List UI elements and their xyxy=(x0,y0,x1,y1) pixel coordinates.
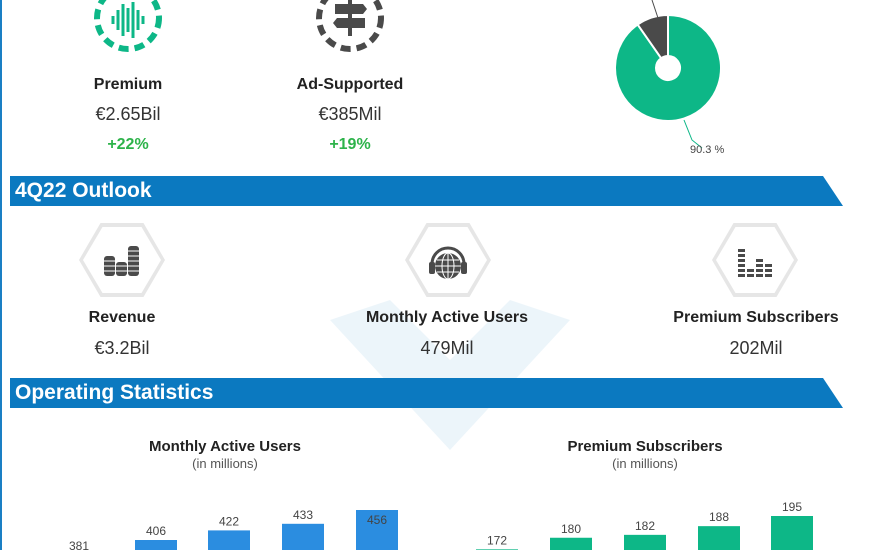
equalizer-bar xyxy=(756,269,763,272)
operating-header: Operating Statistics xyxy=(10,378,843,408)
premium-growth: +22% xyxy=(107,136,149,153)
outlook-revenue-value: €3.2Bil xyxy=(94,338,150,358)
bar-value-label: 195 xyxy=(782,500,802,514)
ad-supported-growth: +19% xyxy=(329,136,371,153)
subscribers-bar xyxy=(771,516,813,550)
outlook-subscribers-value: 202Mil xyxy=(729,338,783,358)
equalizer-bar xyxy=(738,274,745,277)
watermark-logo xyxy=(330,300,570,450)
operating-title: Operating Statistics xyxy=(15,381,214,404)
bar-value-label: 172 xyxy=(487,533,507,547)
equalizer-bar xyxy=(738,264,745,267)
bar-value-label: 422 xyxy=(219,514,239,528)
equalizer-bar xyxy=(756,259,763,262)
outlook-title: 4Q22 Outlook xyxy=(15,179,152,202)
ad-supported-value: €385Mil xyxy=(318,104,382,124)
equalizer-icon xyxy=(738,249,772,277)
mau-chart-title: Monthly Active Users xyxy=(149,438,301,455)
left-border xyxy=(0,0,2,550)
equalizer-bar xyxy=(765,269,772,272)
outlook-mau-value: 479Mil xyxy=(420,338,474,358)
mau-bar xyxy=(282,523,324,550)
bar-value-label: 188 xyxy=(709,510,729,524)
equalizer-bar xyxy=(756,264,763,267)
pie-leader-line xyxy=(651,0,659,19)
equalizer-bar xyxy=(765,264,772,267)
equalizer-bar xyxy=(738,249,745,252)
pie-leader-line xyxy=(683,119,703,149)
mau-bar xyxy=(356,510,398,550)
subscribers-bar xyxy=(698,526,740,550)
coin-stacks-icon xyxy=(104,246,139,276)
outlook-mau-label: Monthly Active Users xyxy=(365,309,529,326)
equalizer-bar xyxy=(747,274,754,277)
mau-bar xyxy=(208,530,250,550)
bar-value-label: 182 xyxy=(635,519,655,533)
subscribers-bar xyxy=(550,537,592,550)
equalizer-bar xyxy=(738,254,745,257)
outlook-header: 4Q22 Outlook xyxy=(10,176,843,206)
pie-slice xyxy=(636,13,669,60)
premium-label: Premium xyxy=(93,76,163,93)
pie-slice xyxy=(614,13,722,122)
subscribers-chart-subtitle: (in millions) xyxy=(612,456,678,471)
mau-bar xyxy=(135,540,177,550)
bar-value-label: 456 xyxy=(367,513,387,527)
subscribers-chart-title: Premium Subscribers xyxy=(567,438,723,455)
equalizer-bar xyxy=(738,259,745,262)
outlook-revenue-label: Revenue xyxy=(88,309,156,326)
premium-value: €2.65Bil xyxy=(95,104,161,124)
globe-headphones-icon xyxy=(429,246,467,280)
equalizer-bar xyxy=(747,269,754,272)
signpost-icon xyxy=(316,0,384,52)
bar-value-label: 406 xyxy=(146,524,166,538)
outlook-subscribers-label: Premium Subscribers xyxy=(673,309,839,326)
bar-charts: 381 406 422 433 456 172 180 182 188 195 xyxy=(69,500,813,550)
ad-supported-label: Ad-Supported xyxy=(296,76,404,93)
pie-label-premium: 90.3 % xyxy=(690,144,724,156)
bar-value-label: 381 xyxy=(69,539,89,550)
revenue-donut-chart: 90.3 % xyxy=(614,0,724,156)
equalizer-bar xyxy=(738,269,745,272)
mau-chart-subtitle: (in millions) xyxy=(192,456,258,471)
bar-value-label: 433 xyxy=(293,508,313,522)
equalizer-bar xyxy=(765,274,772,277)
equalizer-bar xyxy=(756,274,763,277)
sound-wave-icon xyxy=(94,0,162,52)
subscribers-bar xyxy=(624,534,666,550)
bar-value-label: 180 xyxy=(561,522,581,536)
